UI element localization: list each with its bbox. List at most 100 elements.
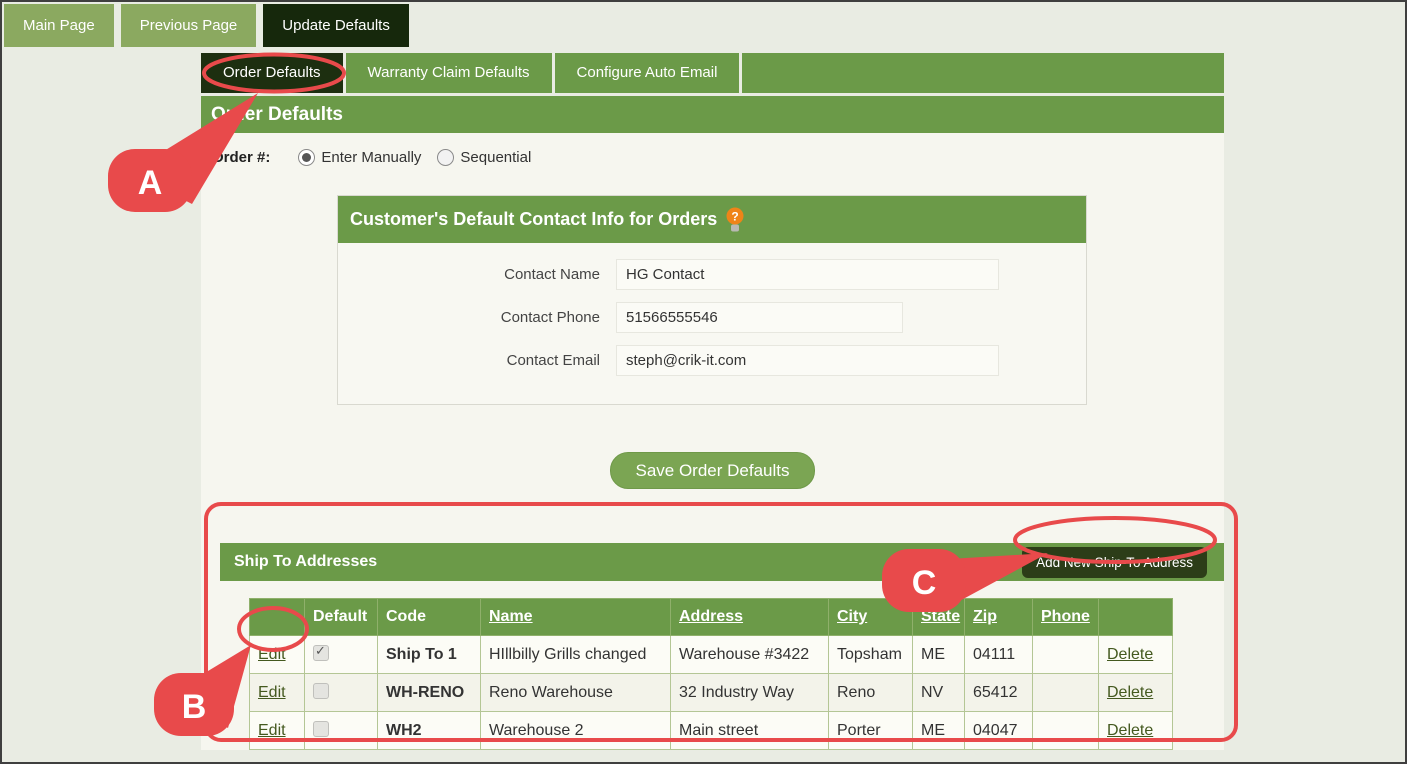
order-number-radio-enter-manually[interactable] bbox=[298, 148, 316, 166]
tab-order-defaults[interactable]: Order Defaults bbox=[201, 53, 343, 93]
radio-label-sequential: Sequential bbox=[460, 148, 532, 166]
cell-city: Topsham bbox=[828, 635, 913, 674]
default-checkbox bbox=[313, 683, 329, 699]
order-number-row: Order #: Enter Manually Sequential bbox=[212, 146, 1224, 168]
cell-zip: 65412 bbox=[964, 673, 1033, 712]
defaults-tabbar: Order Defaults Warranty Claim Defaults Con… bbox=[201, 53, 1224, 93]
default-checkbox bbox=[313, 721, 329, 737]
field-label-contact-email: Contact Email bbox=[506, 352, 600, 369]
cell-phone bbox=[1032, 635, 1099, 674]
cell-delete: Delete bbox=[1098, 635, 1173, 674]
cell-city: Reno bbox=[828, 673, 913, 712]
cell-address: Warehouse #3422 bbox=[670, 635, 829, 674]
save-row: Save Order Defaults bbox=[201, 452, 1224, 489]
cell-default bbox=[304, 635, 378, 674]
cell-code: WH2 bbox=[377, 711, 481, 750]
topnav-tab-previous-page[interactable]: Previous Page bbox=[120, 4, 257, 47]
annotation-a-label: A bbox=[138, 164, 163, 202]
contact-panel-title: Customer's Default Contact Info for Orde… bbox=[350, 209, 718, 229]
cell-city: Porter bbox=[828, 711, 913, 750]
shipto-title: Ship To Addresses bbox=[234, 553, 378, 570]
field-input-contact-name[interactable]: HG Contact bbox=[616, 259, 999, 290]
column-default: Default bbox=[304, 598, 378, 636]
column-header-address: Address bbox=[679, 608, 744, 625]
top-navigation: Main Page Previous Page Update Defaults bbox=[4, 4, 409, 47]
shipto-header-row: Default Code Name Address City State Zip Phone bbox=[249, 598, 1173, 636]
column-state[interactable]: State bbox=[912, 598, 965, 636]
field-row-contact-name: Contact Name HG Contact bbox=[338, 259, 1086, 290]
save-order-defaults-button[interactable]: Save Order Defaults bbox=[610, 452, 815, 489]
column-header-state: State bbox=[921, 608, 961, 625]
tabbar-filler bbox=[742, 53, 1224, 93]
order-number-label: Order #: bbox=[212, 148, 271, 166]
cell-code: Ship To 1 bbox=[377, 635, 481, 674]
delete-link[interactable]: Delete bbox=[1107, 721, 1154, 739]
cell-edit: Edit bbox=[249, 711, 305, 750]
column-name[interactable]: Name bbox=[480, 598, 671, 636]
cell-name: HIllbilly Grills changed bbox=[480, 635, 671, 674]
edit-link[interactable]: Edit bbox=[258, 645, 286, 663]
column-zip[interactable]: Zip bbox=[964, 598, 1033, 636]
cell-name: Warehouse 2 bbox=[480, 711, 671, 750]
edit-link[interactable]: Edit bbox=[258, 721, 286, 739]
column-header-zip: Zip bbox=[973, 608, 997, 625]
lightbulb-question-icon[interactable]: ? bbox=[725, 207, 745, 233]
cell-state: ME bbox=[912, 711, 965, 750]
field-label-contact-phone: Contact Phone bbox=[500, 309, 600, 326]
cell-edit: Edit bbox=[249, 635, 305, 674]
field-row-contact-phone: Contact Phone 51566555546 bbox=[338, 302, 1086, 333]
shipto-row-wh2: Edit WH2 Warehouse 2 Main street Porter ME 040… bbox=[249, 711, 1173, 750]
contact-fields: Contact Name HG Contact Contact Phone 51566… bbox=[338, 243, 1086, 404]
edit-link[interactable]: Edit bbox=[258, 683, 286, 701]
content-body: Order #: Enter Manually Sequential Custom… bbox=[201, 133, 1224, 750]
column-header-code: Code bbox=[386, 608, 426, 625]
cell-zip: 04047 bbox=[964, 711, 1033, 750]
shipto-table: Default Code Name Address City State Zip Phone … bbox=[249, 598, 1173, 750]
shipto-row-wh-reno: Edit WH-RENO Reno Warehouse 32 Industry Way… bbox=[249, 673, 1173, 712]
main-content: Order Defaults Warranty Claim Defaults Con… bbox=[201, 53, 1224, 750]
delete-link[interactable]: Delete bbox=[1107, 683, 1154, 701]
contact-info-panel: Customer's Default Contact Info for Orde… bbox=[337, 195, 1087, 405]
cell-default bbox=[304, 711, 378, 750]
cell-name: Reno Warehouse bbox=[480, 673, 671, 712]
annotation-a-balloon bbox=[108, 149, 192, 212]
default-checkbox bbox=[313, 643, 329, 661]
cell-delete: Delete bbox=[1098, 673, 1173, 712]
column-header-city: City bbox=[837, 608, 868, 625]
tab-configure-auto-email[interactable]: Configure Auto Email bbox=[554, 53, 740, 93]
delete-link[interactable]: Delete bbox=[1107, 645, 1154, 663]
svg-text:?: ? bbox=[732, 209, 739, 223]
column-address[interactable]: Address bbox=[670, 598, 829, 636]
field-input-contact-phone[interactable]: 51566555546 bbox=[616, 302, 903, 333]
cell-edit: Edit bbox=[249, 673, 305, 712]
order-number-radio-group: Enter Manually Sequential bbox=[298, 148, 547, 166]
shipto-section-header: Ship To Addresses Add New Ship-To Addres… bbox=[220, 543, 1224, 581]
cell-phone bbox=[1032, 673, 1099, 712]
column-blank bbox=[1098, 598, 1173, 636]
add-new-shipto-button[interactable]: Add New Ship-To Address bbox=[1022, 546, 1207, 578]
topnav-tab-main-page[interactable]: Main Page bbox=[4, 4, 114, 47]
column-header-name: Name bbox=[489, 608, 533, 625]
cell-default bbox=[304, 673, 378, 712]
cell-address: 32 Industry Way bbox=[670, 673, 829, 712]
cell-code: WH-RENO bbox=[377, 673, 481, 712]
column-phone[interactable]: Phone bbox=[1032, 598, 1099, 636]
column-city[interactable]: City bbox=[828, 598, 913, 636]
contact-panel-header: Customer's Default Contact Info for Orde… bbox=[338, 196, 1086, 243]
tab-warranty-claim-defaults[interactable]: Warranty Claim Defaults bbox=[345, 53, 552, 93]
column-header-default: Default bbox=[313, 608, 368, 625]
cell-state: NV bbox=[912, 673, 965, 712]
order-number-radio-sequential[interactable] bbox=[437, 148, 455, 166]
cell-phone bbox=[1032, 711, 1099, 750]
topnav-tab-update-defaults[interactable]: Update Defaults bbox=[263, 4, 409, 47]
cell-zip: 04111 bbox=[964, 635, 1033, 674]
field-input-contact-email[interactable]: steph@crik-it.com bbox=[616, 345, 999, 376]
cell-delete: Delete bbox=[1098, 711, 1173, 750]
page-title: Order Defaults bbox=[201, 96, 1224, 133]
cell-address: Main street bbox=[670, 711, 829, 750]
column-code: Code bbox=[377, 598, 481, 636]
column-header-phone: Phone bbox=[1041, 608, 1090, 625]
radio-label-enter-manually: Enter Manually bbox=[321, 148, 422, 166]
